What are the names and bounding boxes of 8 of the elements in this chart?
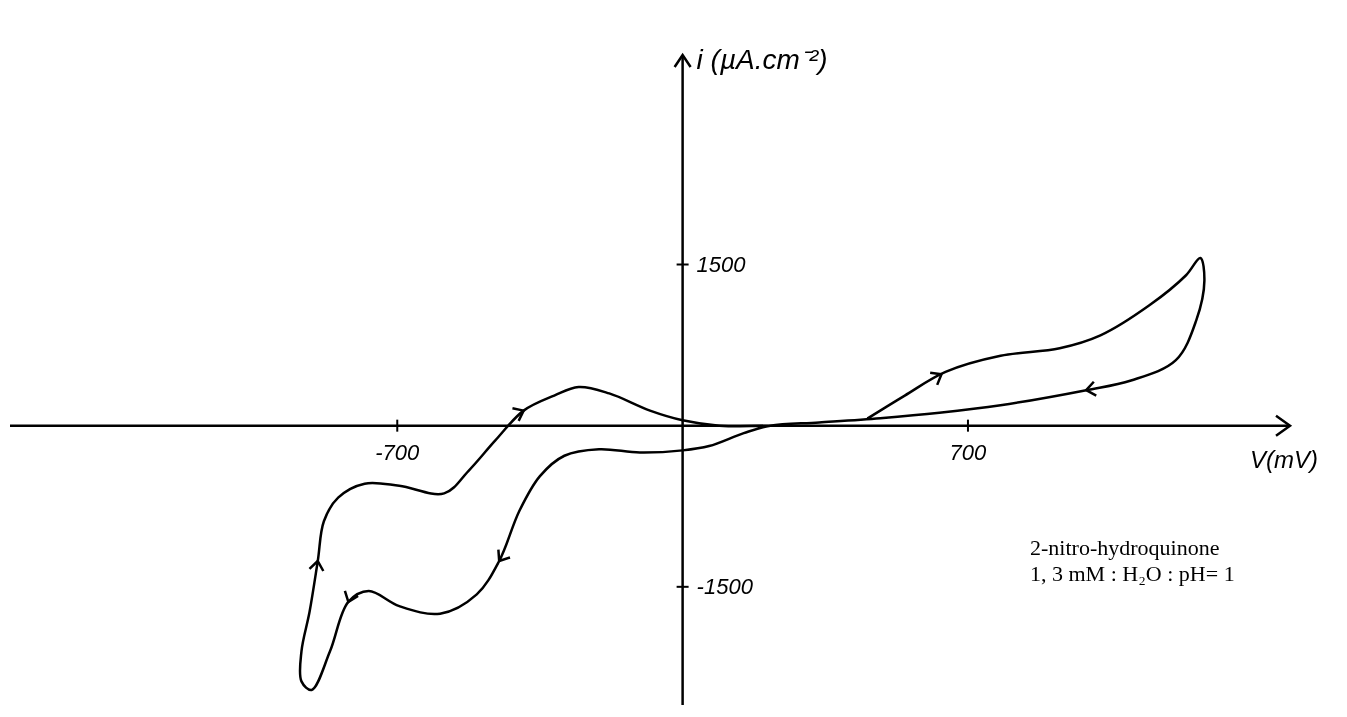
y-tick-label: 1500 xyxy=(696,251,747,277)
y-tick-label: -1500 xyxy=(696,573,754,599)
x-axis-title: V(mV) xyxy=(1250,445,1318,473)
annotation: 2-nitro-hydroquinone xyxy=(1030,535,1220,560)
annotation: 1, 3 mM : H₂O : pH= 1 xyxy=(1030,561,1235,586)
y-axis-title: i (µA.cm⁻²) xyxy=(696,44,828,75)
x-tick-label: -700 xyxy=(375,439,421,465)
x-tick-label: 700 xyxy=(949,439,988,465)
